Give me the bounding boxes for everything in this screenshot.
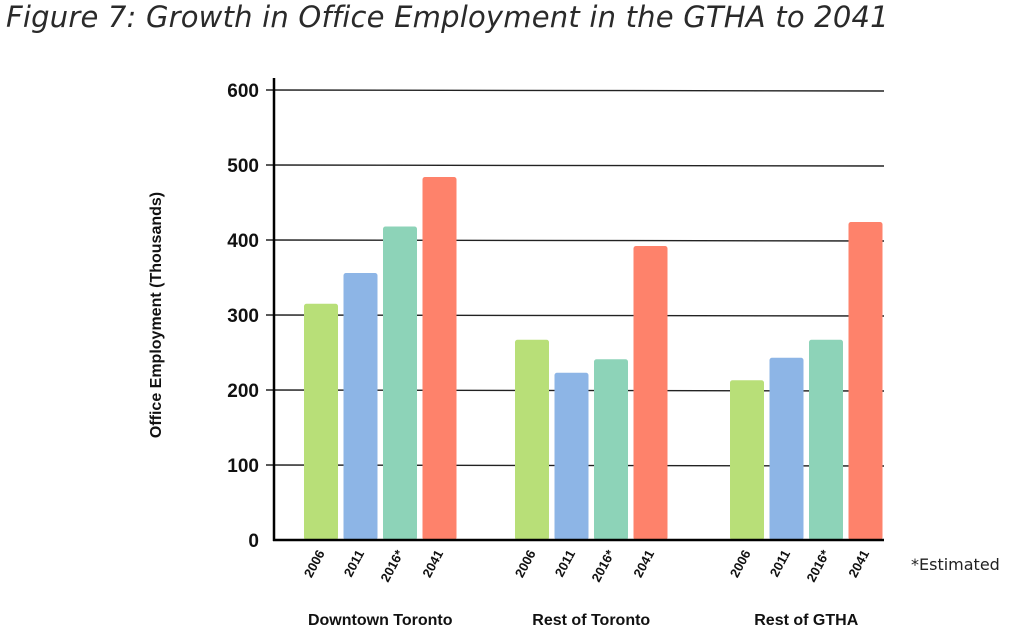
bar-downtown-toronto-2041 [422,177,457,540]
x-tick-labels: 2006 2011 2016* 2041 2006 2011 2016* 2041 2006 20… [301,547,872,585]
bar-downtown-toronto-2006 [304,303,338,540]
estimated-note: *Estimated [911,555,1000,574]
y-tick-label: 100 [227,456,259,477]
y-tick-label: 200 [227,381,259,402]
gridline [265,239,885,242]
gridline [265,89,885,92]
bar-rest-of-toronto-2006 [515,339,549,540]
x-tick-label: 2011 [552,547,578,579]
y-tick-label: 0 [248,531,259,552]
bar-rest-of-toronto-2016 [594,359,628,540]
bar-downtown-toronto-2011 [343,273,378,540]
x-tick-label: 2041 [845,547,872,580]
y-tick-label: 400 [227,231,259,252]
bar-rest-of-gtha-2041 [848,222,883,540]
x-tick-label: 2016* [377,547,407,585]
bar-rest-of-toronto-2011 [554,372,589,540]
x-tick-label: 2011 [767,547,793,579]
y-tick-label: 500 [227,156,259,177]
axes [272,78,884,542]
x-tick-label: 2016* [588,547,618,585]
x-tick-label: 2006 [301,547,328,580]
group-label: Rest of Toronto [532,612,650,629]
x-tick-label: 2041 [419,547,446,580]
bars [304,177,883,540]
bar-rest-of-gtha-2016 [809,339,843,540]
gridline [265,164,885,167]
bar-rest-of-gtha-2006 [730,380,764,540]
x-tick-label: 2006 [727,547,754,580]
y-axis-label: Office Employment (Thousands) [148,192,165,438]
x-tick-label: 2016* [803,547,833,585]
bar-rest-of-toronto-2041 [633,246,668,540]
y-tick-labels: 0 100 200 300 400 500 600 [227,81,259,552]
bar-downtown-toronto-2016 [383,226,417,540]
bar-rest-of-gtha-2011 [769,357,804,540]
group-label: Rest of GTHA [754,612,858,629]
x-tick-label: 2011 [341,547,367,579]
x-tick-label: 2006 [512,547,539,580]
y-tick-label: 300 [227,306,259,327]
x-tick-label: 2041 [630,547,657,580]
y-tick-label: 600 [227,81,259,102]
group-label: Downtown Toronto [308,612,453,629]
group-labels: Downtown Toronto Rest of Toronto Rest of G… [308,612,859,629]
figure-title: Figure 7: Growth in Office Employment in… [6,0,889,34]
